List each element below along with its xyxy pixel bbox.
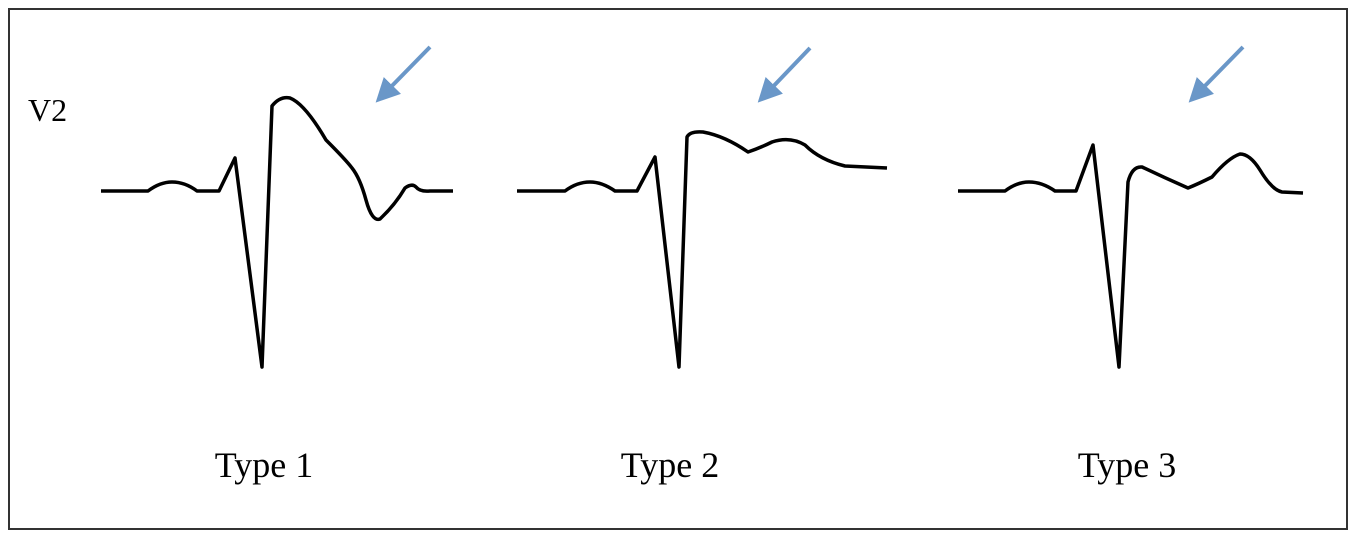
lead-label: V2 [28,92,68,128]
ecg-trace-type-1 [101,95,453,369]
arrow-down-left-icon [375,45,432,103]
arrow-down-left-icon [1188,45,1245,103]
arrow-down-left-icon [757,46,812,103]
panel-label-type-1: Type 1 [214,445,314,485]
ecg-trace-type-2 [517,130,888,369]
ecg-trace-type-3 [958,143,1304,369]
panel-label-type-3: Type 3 [1077,445,1177,485]
panel-label-type-2: Type 2 [620,445,720,485]
figure-frame [8,8,1348,530]
